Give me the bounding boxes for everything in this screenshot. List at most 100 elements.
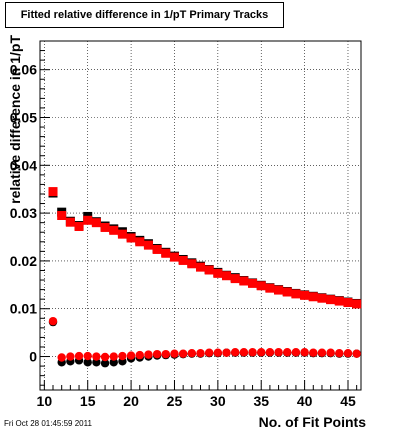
data-point-square <box>91 218 101 228</box>
data-point-circle <box>222 348 231 357</box>
x-tick-label: 35 <box>253 393 269 409</box>
data-point-circle <box>48 316 58 326</box>
data-point-circle <box>300 348 309 357</box>
data-point-square <box>282 287 292 297</box>
data-point-circle <box>248 348 257 357</box>
data-point-square <box>126 233 136 243</box>
x-tick-label: 30 <box>210 393 226 409</box>
y-tick-label: 0.02 <box>10 253 37 269</box>
data-point-circle <box>92 352 101 361</box>
x-tick-label: 45 <box>340 393 356 409</box>
x-tick-label: 10 <box>37 393 53 409</box>
data-point-square <box>308 292 318 302</box>
data-point-circle <box>274 348 283 357</box>
data-point-circle <box>135 350 144 360</box>
data-point-square <box>326 295 336 305</box>
data-point-square <box>352 299 362 309</box>
data-point-circle <box>213 348 223 357</box>
data-point-circle <box>317 348 327 357</box>
data-point-square <box>291 289 301 299</box>
x-tick-label: 25 <box>167 393 183 409</box>
data-point-circle <box>204 348 214 357</box>
y-tick-label: 0.06 <box>10 62 37 78</box>
data-point-square <box>248 278 258 288</box>
data-point-circle <box>291 348 301 357</box>
data-point-circle <box>335 348 344 358</box>
y-tick-label: 0.03 <box>10 205 37 221</box>
data-point-circle <box>187 348 197 358</box>
data-point-square <box>317 293 327 303</box>
data-point-square <box>274 285 284 295</box>
data-point-square <box>187 259 197 269</box>
x-tick-labels: 10 15 20 25 30 35 40 45 <box>37 393 356 409</box>
data-point-square <box>343 298 353 308</box>
y-axis-label: relative difference in 1/pT <box>7 35 23 204</box>
data-point-circle <box>83 358 92 367</box>
data-point-circle <box>265 348 275 357</box>
data-point-circle <box>161 349 170 359</box>
data-point-circle <box>144 350 153 359</box>
data-point-square <box>143 240 153 250</box>
data-point-circle <box>126 351 136 360</box>
data-point-circle <box>109 352 118 361</box>
data-point-circle <box>257 348 266 357</box>
data-point-square <box>117 229 127 239</box>
y-tick-label: 0.01 <box>10 301 37 317</box>
data-point-square <box>135 237 145 247</box>
data-point-circle <box>83 351 92 361</box>
x-axis-label: No. of Fit Points <box>259 414 367 430</box>
data-point-square <box>57 211 67 220</box>
data-point-square <box>334 296 344 306</box>
x-tick-label: 20 <box>123 393 139 409</box>
data-point-circle <box>178 349 188 358</box>
data-point-square <box>152 244 162 254</box>
y-tick-label: 0.05 <box>10 109 37 125</box>
data-point-circle <box>66 352 75 361</box>
data-point-square <box>196 262 205 272</box>
x-tick-label: 15 <box>80 393 96 409</box>
data-point-circle <box>100 359 110 368</box>
data-point-square <box>109 225 119 235</box>
data-point-square <box>204 265 214 275</box>
data-point-circle <box>239 348 249 357</box>
data-point-square <box>161 248 171 258</box>
data-point-circle <box>343 348 353 358</box>
y-tick-label: 0.04 <box>10 157 37 173</box>
data-point-square <box>65 217 75 227</box>
data-point-square <box>213 268 223 278</box>
data-point-square <box>230 274 240 284</box>
data-point-square <box>265 283 275 293</box>
data-point-circle <box>231 348 240 357</box>
data-point-circle <box>74 351 84 361</box>
data-point-square <box>83 215 93 225</box>
data-point-square <box>256 281 266 291</box>
data-point-square <box>222 271 232 281</box>
data-point-square <box>178 255 188 265</box>
data-point-circle <box>170 349 179 358</box>
axis-ticks <box>40 40 358 390</box>
chart-title: Fitted relative difference in 1/pT Prima… <box>20 9 269 21</box>
data-point-circle <box>118 351 127 361</box>
data-points <box>48 187 362 368</box>
data-point-circle <box>196 348 205 358</box>
data-point-circle <box>283 348 292 357</box>
data-point-square <box>169 252 179 262</box>
y-tick-labels: 0 0.01 0.02 0.03 0.04 0.05 0.06 <box>10 62 37 365</box>
data-point-circle <box>352 349 361 358</box>
data-point-square <box>48 187 58 197</box>
data-point-circle <box>57 353 66 362</box>
data-point-circle <box>152 349 162 359</box>
y-tick-label: 0 <box>29 349 37 365</box>
data-point-square <box>74 221 84 231</box>
data-point-square <box>239 276 249 286</box>
data-point-square <box>100 222 110 232</box>
data-point-circle <box>100 352 110 362</box>
x-tick-label: 40 <box>297 393 313 409</box>
chart-title-box: Fitted relative difference in 1/pT Prima… <box>5 2 284 28</box>
timestamp: Fri Oct 28 01:45:59 2011 <box>4 419 92 428</box>
grid-lines <box>40 41 361 390</box>
data-point-circle <box>326 348 335 357</box>
data-point-square <box>300 290 310 300</box>
data-point-circle <box>309 348 318 357</box>
